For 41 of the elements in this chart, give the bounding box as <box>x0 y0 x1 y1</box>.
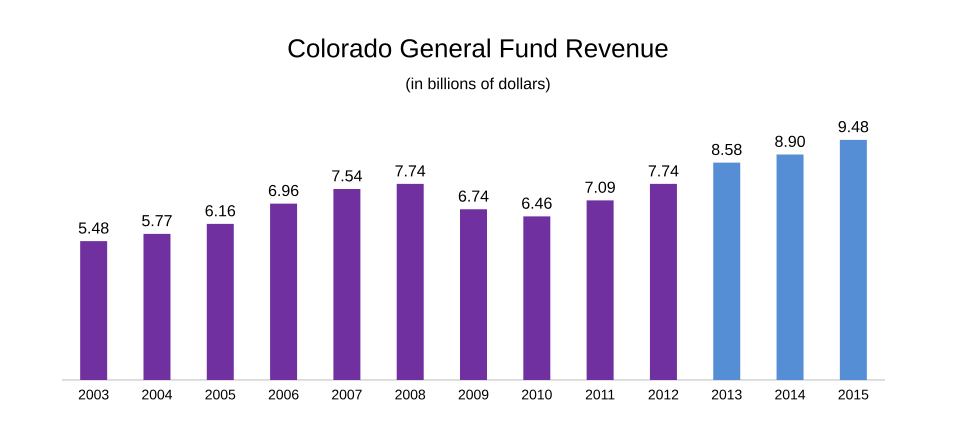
x-tick-label: 2015 <box>838 390 868 400</box>
data-label: 5.48 <box>78 222 108 234</box>
x-tick-label: 2005 <box>205 390 236 400</box>
data-label: 6.46 <box>522 198 552 209</box>
bar <box>713 162 740 380</box>
data-label: 6.74 <box>458 190 489 202</box>
bar <box>840 140 867 380</box>
chart-title: Colorado General Fund Revenue <box>288 38 668 58</box>
data-label: 6.96 <box>268 184 298 196</box>
bar <box>143 234 170 380</box>
data-label: 9.48 <box>838 121 868 132</box>
bar <box>396 184 424 380</box>
x-tick-label: 2011 <box>586 390 614 400</box>
data-label: 8.90 <box>775 136 805 147</box>
x-tick-label: 2003 <box>78 390 109 400</box>
bar <box>523 216 550 380</box>
data-label: 6.16 <box>206 205 236 216</box>
chart-subtitle: (in billions of dollars) <box>406 78 550 92</box>
x-tick-label: 2012 <box>648 390 678 400</box>
x-tick-label: 2004 <box>142 390 172 400</box>
data-label: 7.09 <box>585 182 615 193</box>
bar <box>650 184 677 380</box>
data-label: 5.77 <box>142 215 172 226</box>
x-tick-label: 2007 <box>332 390 362 400</box>
data-label: 7.54 <box>332 170 362 182</box>
x-tick-label: 2008 <box>395 390 426 400</box>
bar <box>80 241 108 380</box>
bar <box>333 188 360 380</box>
x-tick-label: 2013 <box>712 390 742 400</box>
x-tick-label: 2006 <box>268 390 298 400</box>
data-label: 7.74 <box>396 165 426 176</box>
data-label: 7.74 <box>648 165 678 176</box>
bar <box>586 200 614 380</box>
x-tick-label: 2014 <box>775 390 806 400</box>
bar <box>270 204 298 380</box>
bar <box>460 209 488 380</box>
x-tick-label: 2010 <box>522 390 552 400</box>
x-tick-label: 2009 <box>458 390 488 400</box>
data-label: 8.58 <box>712 144 742 156</box>
bar <box>776 154 804 380</box>
bar <box>206 224 234 380</box>
